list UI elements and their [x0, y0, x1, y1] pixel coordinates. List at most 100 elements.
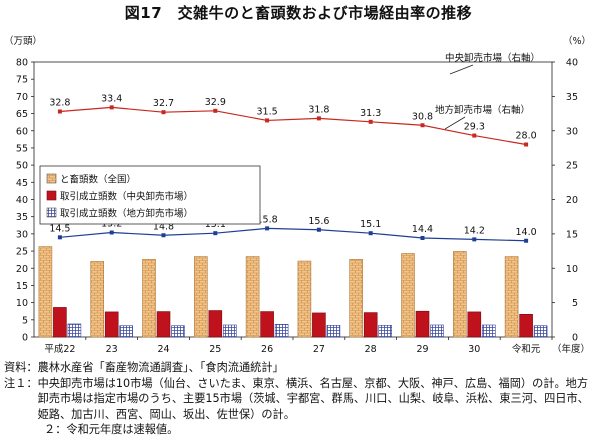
bar-grid-series — [274, 323, 289, 338]
data-label: 30.8 — [412, 111, 433, 122]
right-axis-tick-label: 25 — [566, 161, 578, 172]
left-axis-tick-label: 75 — [16, 75, 28, 86]
data-label: 14.8 — [153, 221, 174, 232]
bar-solid-series — [156, 311, 171, 338]
bar-grid-series — [119, 325, 133, 338]
data-label: 31.8 — [308, 104, 329, 115]
series-marker — [57, 235, 62, 240]
data-label: 15.1 — [205, 219, 226, 230]
series-marker — [472, 237, 477, 242]
legend-swatch — [46, 173, 57, 184]
series-name-label: 中央卸売市場（右軸） — [445, 52, 540, 64]
legend-label: 取引成立頭数（中央卸売市場） — [60, 191, 193, 203]
bar-brick-series — [504, 256, 519, 338]
bar-grid-series — [67, 323, 82, 338]
series-marker — [213, 108, 218, 113]
note2-text: 令和元年度は速報値。 — [66, 423, 179, 436]
data-label: 32.9 — [205, 97, 226, 108]
bar-brick-series — [349, 259, 364, 338]
left-axis-tick-label: 10 — [16, 298, 28, 309]
left-axis-tick-label: 20 — [16, 264, 28, 275]
data-label: 31.3 — [360, 108, 381, 119]
chart-title: 図17 交雑牛のと畜頭数および市場経由率の推移 — [124, 4, 473, 22]
left-axis-tick-label: 60 — [16, 126, 28, 137]
series-marker — [213, 231, 218, 236]
legend-swatch — [46, 207, 57, 218]
bar-grid-series — [326, 325, 341, 338]
legend: と畜頭数（全国） 取引成立頭数（中央卸売市場） 取引成立頭数（地方卸売市場） — [39, 165, 261, 225]
x-axis-category-label: 27 — [313, 344, 325, 355]
left-axis-unit-label: （万頭） — [4, 35, 42, 47]
left-axis-tick-label: 35 — [16, 212, 28, 223]
right-axis-tick-label: 40 — [566, 58, 578, 69]
left-axis-tick-label: 70 — [16, 92, 28, 103]
x-axis-category-label: 23 — [106, 344, 118, 355]
series-line — [59, 106, 527, 146]
bar-grid-series — [430, 324, 444, 338]
note1-row: 注１： 中央卸売市場は10市場（仙台、さいたま、東京、横浜、名古屋、京都、大阪、… — [4, 376, 594, 423]
series-leader-line — [444, 116, 466, 130]
right-axis-tick-label: 20 — [566, 195, 578, 206]
series-marker — [161, 110, 166, 115]
bar-solid-series — [519, 314, 533, 338]
data-label: 28.0 — [516, 131, 537, 142]
left-axis-tick-label: 65 — [16, 109, 28, 120]
series-marker — [109, 105, 114, 110]
left-axis-tick-label: 0 — [22, 333, 28, 344]
series-marker — [265, 226, 270, 231]
data-label: 33.4 — [101, 93, 122, 104]
bar-solid-series — [363, 312, 378, 338]
bar-solid-series — [312, 312, 326, 338]
bar-brick-series — [90, 261, 104, 338]
bar-grid-series — [481, 324, 496, 338]
legend-label: 取引成立頭数（地方卸売市場） — [60, 208, 193, 220]
legend-swatch — [46, 190, 57, 201]
x-axis-unit-label: （年度） — [552, 343, 590, 355]
data-label: 15.1 — [360, 219, 381, 230]
data-label: 15.8 — [257, 214, 278, 225]
series-marker — [368, 231, 373, 236]
left-axis-tick-label: 30 — [16, 229, 28, 240]
note1-text: 中央卸売市場は10市場（仙台、さいたま、東京、横浜、名古屋、京都、大阪、神戸、広… — [37, 376, 589, 421]
left-axis-tick-label: 25 — [16, 247, 28, 258]
bar-solid-series — [467, 311, 482, 338]
series-marker — [524, 142, 529, 147]
right-axis-tick-label: 15 — [566, 229, 578, 240]
bars-group — [38, 246, 548, 338]
bar-brick-series — [452, 251, 467, 338]
right-axis-tick-label: 35 — [566, 92, 578, 103]
series-marker — [420, 123, 425, 128]
bar-solid-series — [53, 307, 67, 338]
chart-canvas: 0 5 10 15 20 25 30 35 40 45 50 55 60 65 70 75 80 （万頭） 0 5 10… — [4, 35, 591, 355]
series-marker — [57, 109, 62, 114]
data-label: 14.5 — [49, 223, 70, 234]
series-name-label: 地方卸売市場（右軸） — [435, 104, 530, 116]
legend-label: と畜頭数（全国） — [60, 174, 136, 186]
bar-brick-series — [245, 256, 260, 338]
right-axis-tick-label: 30 — [566, 126, 578, 137]
data-label: 14.0 — [516, 227, 537, 238]
bar-brick-series — [297, 260, 312, 338]
source-row: 資料： 農林水産省「畜産物流通調査」、「食肉流通統計」 — [4, 360, 594, 376]
data-label: 32.7 — [153, 98, 174, 109]
left-axis-tick-label: 5 — [22, 315, 28, 326]
left-axis-tick-label: 55 — [16, 143, 28, 154]
bar-grid-series — [171, 325, 185, 338]
series-marker — [109, 230, 114, 235]
source-label: 資料： — [4, 361, 38, 374]
x-axis-category-label: 24 — [157, 344, 169, 355]
bar-grid-series — [223, 324, 237, 338]
bar-brick-series — [401, 253, 415, 338]
data-label: 15.6 — [308, 216, 329, 227]
right-axis-tick-label: 10 — [566, 264, 578, 275]
left-axis-tick-label: 40 — [16, 195, 28, 206]
bar-brick-series — [194, 256, 208, 338]
left-axis-tick-label: 45 — [16, 178, 28, 189]
data-label: 31.5 — [257, 106, 278, 117]
note2-row: ２： 令和元年度は速報値。 — [4, 422, 594, 438]
series-marker — [420, 236, 425, 240]
right-axis-tick-label: 0 — [572, 333, 578, 344]
x-axis-category-label: 平成22 — [44, 343, 75, 355]
source-text: 農林水産省「畜産物流通調査」、「食肉流通統計」 — [37, 361, 284, 374]
data-label: 29.3 — [464, 122, 485, 133]
